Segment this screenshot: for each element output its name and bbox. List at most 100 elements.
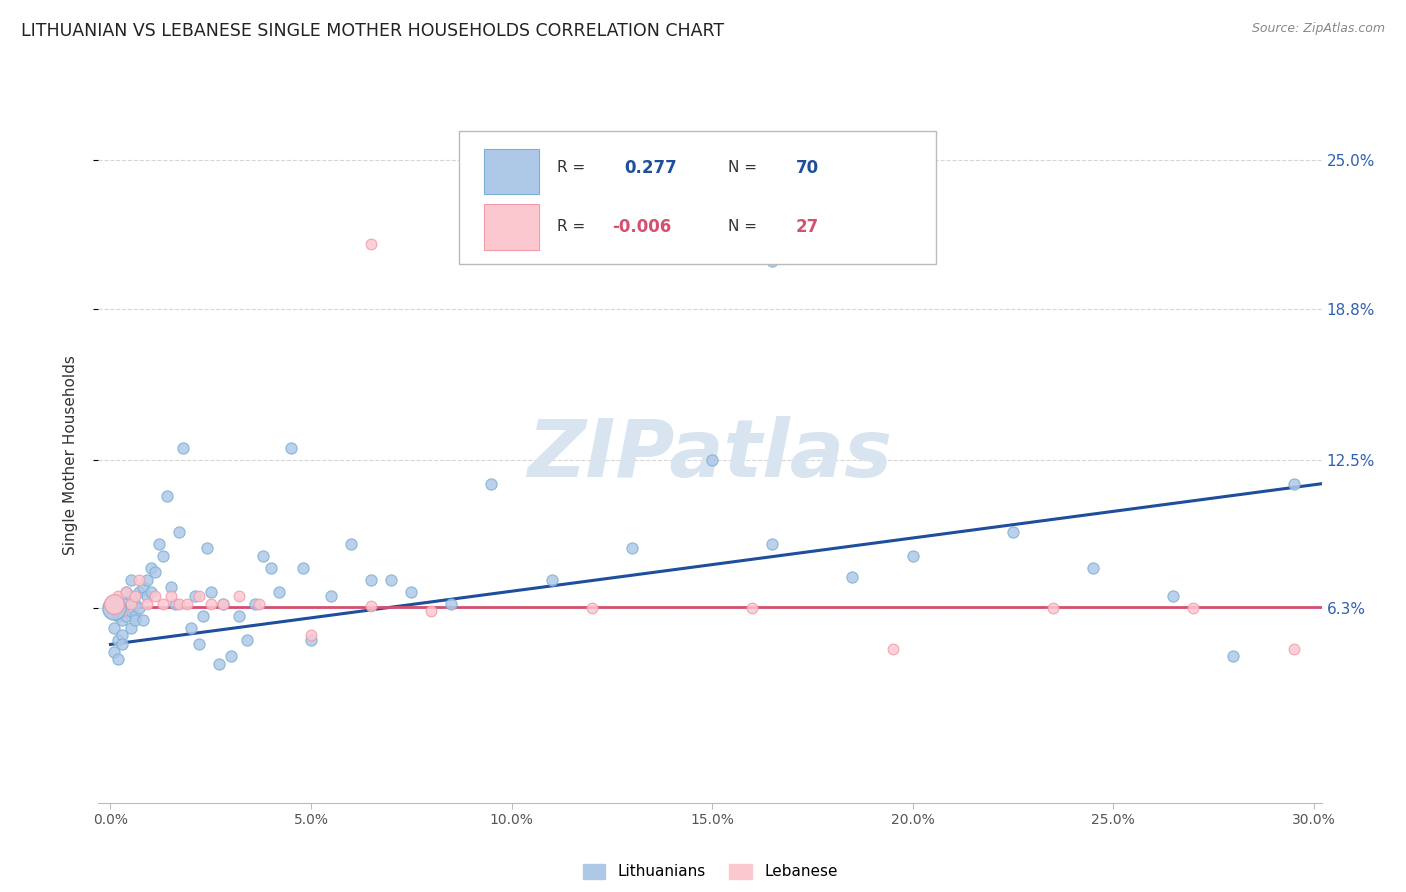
Point (440, 597, 463, 611)
Point (107, 652, 129, 666)
Point (741, 601, 763, 615)
Point (103, 645, 125, 659)
Point (124, 597, 146, 611)
Point (211, 597, 233, 611)
Point (107, 632, 129, 647)
Point (340, 537, 363, 551)
Point (152, 549, 174, 563)
Text: Source: ZipAtlas.com: Source: ZipAtlas.com (1251, 22, 1385, 36)
Point (187, 590, 209, 604)
Point (319, 590, 342, 604)
Point (115, 584, 138, 599)
Point (360, 573, 382, 587)
Point (111, 604, 134, 618)
Point (167, 524, 190, 539)
Point (155, 489, 177, 503)
Point (1161, 590, 1184, 604)
Point (135, 597, 157, 611)
Point (120, 597, 142, 611)
FancyBboxPatch shape (484, 149, 538, 194)
Point (167, 597, 190, 611)
Point (761, 537, 783, 551)
Point (236, 632, 259, 647)
Text: 27: 27 (796, 218, 818, 235)
Point (135, 590, 157, 604)
Point (115, 597, 138, 611)
FancyBboxPatch shape (460, 131, 936, 263)
Point (267, 584, 290, 599)
Point (882, 642, 904, 657)
Point (228, 608, 250, 623)
Point (200, 584, 222, 599)
Point (131, 614, 153, 628)
Point (120, 590, 142, 604)
Point (1282, 642, 1305, 657)
Point (247, 597, 270, 611)
Text: N =: N = (728, 160, 762, 175)
Point (176, 597, 198, 611)
Point (107, 608, 129, 623)
Point (120, 573, 142, 587)
Point (540, 573, 562, 587)
Point (620, 541, 643, 556)
Point (299, 632, 322, 647)
Point (761, 253, 783, 268)
Text: N =: N = (728, 219, 762, 235)
Point (124, 608, 146, 623)
Point (115, 584, 138, 599)
Point (124, 614, 146, 628)
Point (1042, 601, 1064, 615)
Point (131, 580, 153, 594)
Point (172, 441, 194, 455)
Point (581, 601, 603, 615)
Text: -0.006: -0.006 (612, 218, 672, 235)
Point (148, 537, 170, 551)
Point (420, 604, 443, 618)
Point (111, 637, 134, 651)
Point (111, 614, 134, 628)
Point (280, 441, 302, 455)
Point (152, 597, 174, 611)
Point (228, 590, 250, 604)
Point (143, 566, 166, 580)
Point (1182, 601, 1205, 615)
Point (128, 584, 150, 599)
Point (143, 590, 166, 604)
Point (1081, 560, 1104, 574)
Point (399, 584, 422, 599)
Point (139, 560, 162, 574)
Point (901, 549, 924, 563)
Text: R =: R = (557, 219, 591, 235)
Point (211, 597, 233, 611)
Point (195, 541, 218, 556)
Point (103, 621, 125, 635)
Point (243, 597, 266, 611)
Point (191, 608, 214, 623)
Point (128, 601, 150, 615)
Point (1282, 476, 1305, 491)
Text: 70: 70 (796, 159, 818, 177)
Point (219, 649, 242, 664)
Legend: Lithuanians, Lebanese: Lithuanians, Lebanese (576, 857, 844, 886)
Point (139, 584, 162, 599)
Point (103, 601, 125, 615)
Point (252, 549, 274, 563)
Point (260, 560, 283, 574)
Text: 0.277: 0.277 (624, 159, 678, 177)
Point (360, 236, 382, 251)
Point (1222, 649, 1244, 664)
Text: ZIPatlas: ZIPatlas (527, 416, 893, 494)
Point (103, 597, 125, 611)
Point (128, 573, 150, 587)
Point (183, 590, 205, 604)
Text: R =: R = (557, 160, 591, 175)
Point (700, 452, 723, 467)
Point (124, 590, 146, 604)
Point (159, 580, 181, 594)
Point (120, 604, 142, 618)
Point (299, 628, 322, 642)
Point (103, 597, 125, 611)
Point (180, 621, 202, 635)
Point (115, 608, 138, 623)
Point (163, 597, 186, 611)
